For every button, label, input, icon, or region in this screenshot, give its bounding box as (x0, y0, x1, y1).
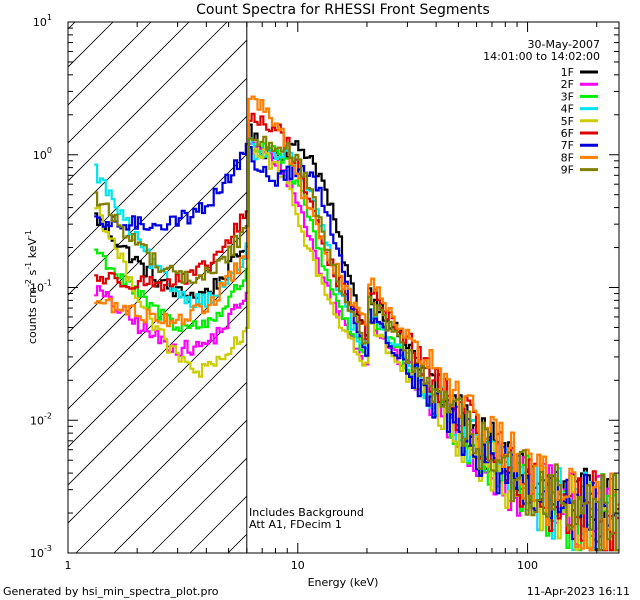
hatch-line (68, 39, 247, 220)
axis-ticks (67, 22, 619, 554)
hatch-line (68, 343, 247, 524)
y-label-exp3: -1 (24, 230, 33, 238)
footer-timestamp: 11-Apr-2023 16:11 (527, 585, 630, 598)
legend-label: 3F (561, 90, 574, 103)
x-tick-label: 10 (291, 559, 305, 572)
legend-label: 7F (561, 139, 574, 152)
y-label-exp2: -1 (24, 262, 33, 270)
hatch-line (68, 305, 247, 486)
y-tick-label: 101 (33, 13, 52, 29)
legend-label: 2F (561, 78, 574, 91)
hatch-line (68, 115, 247, 296)
y-tick-label: 10-3 (30, 544, 52, 560)
y-label-mid2: keV (26, 238, 39, 262)
legend-label: 8F (561, 151, 574, 164)
legend-label: 1F (561, 66, 574, 79)
footer-generated-by: Generated by hsi_min_spectra_plot.pro (3, 585, 219, 598)
y-tick-label: 100 (33, 146, 52, 162)
hatch-line (68, 229, 247, 410)
annotation-background: Includes Background (249, 506, 364, 519)
hatch-line (68, 22, 228, 182)
legend-label: 6F (561, 127, 574, 140)
hatch-line (68, 153, 247, 334)
y-label-base: counts cm (26, 287, 39, 344)
y-label-mid1: s (26, 269, 39, 278)
x-tick-label: 1 (65, 559, 72, 572)
y-label-exp1: -2 (24, 279, 33, 287)
hatch-line (68, 22, 190, 144)
hatch-line (75, 381, 247, 553)
series-line-8F (94, 95, 619, 552)
legend-label: 4F (561, 103, 574, 116)
annotation-date: 30-May-2007 (528, 38, 600, 51)
y-tick-label: 10-1 (30, 279, 52, 295)
annotation-time-range: 14:01:00 to 14:02:00 (483, 50, 600, 63)
hatch-line (68, 22, 114, 68)
hatch-line (68, 191, 247, 372)
x-axis-label: Energy (keV) (308, 576, 379, 589)
chart-title: Count Spectra for RHESSI Front Segments (196, 2, 490, 18)
legend-label: 9F (561, 164, 574, 177)
legend-label: 5F (561, 115, 574, 128)
annotation-attenuator: Att A1, FDecim 1 (249, 518, 342, 531)
series-line-9F (94, 135, 619, 552)
y-tick-label: 10-2 (30, 411, 52, 427)
hatch-line (68, 77, 247, 258)
hatch-line (113, 419, 247, 553)
hatch-line (227, 533, 247, 553)
x-tick-label: 100 (517, 559, 538, 572)
series-line-5F (94, 146, 619, 552)
y-axis-label: counts cm-2 s-1 keV-1 (24, 230, 39, 344)
hatch-line (68, 22, 152, 106)
